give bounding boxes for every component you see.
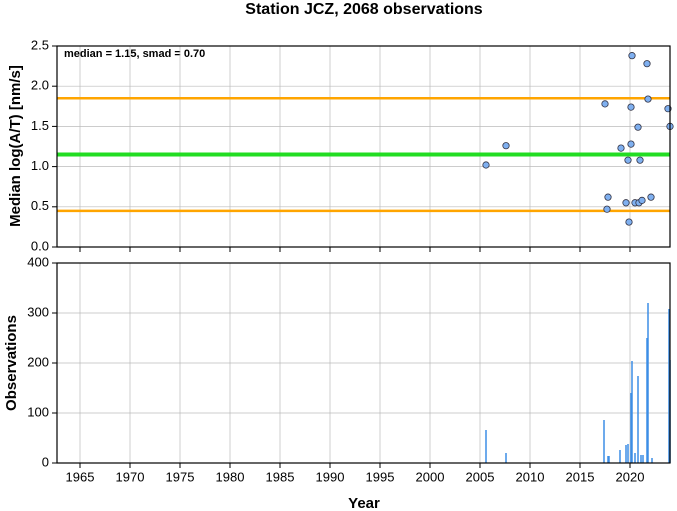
data-point — [627, 103, 635, 111]
x-tick-label: 1980 — [216, 469, 245, 484]
y-tick-label: 2.5 — [31, 37, 49, 52]
plot-frame — [56, 45, 671, 248]
data-point — [627, 140, 635, 148]
plot-frame — [56, 262, 671, 464]
x-tick-label: 2000 — [416, 469, 445, 484]
x-tick-label: 2015 — [566, 469, 595, 484]
bar — [608, 456, 610, 463]
data-point — [644, 95, 652, 103]
x-tick-label: 1985 — [266, 469, 295, 484]
bar — [646, 338, 648, 463]
data-point — [625, 218, 633, 226]
bar — [607, 456, 609, 463]
x-tick-label: 1995 — [366, 469, 395, 484]
bar — [642, 455, 644, 463]
y-tick-label: 2.0 — [31, 78, 49, 93]
x-tick-label: 2020 — [616, 469, 645, 484]
bar — [637, 376, 639, 463]
bar — [640, 455, 642, 463]
y-tick-label: 1.0 — [31, 158, 49, 173]
annotation: median = 1.15, smad = 0.70 — [64, 48, 205, 60]
data-point — [601, 100, 609, 108]
y-tick-label: 300 — [27, 304, 49, 319]
y-tick-label: 0.0 — [31, 238, 49, 253]
data-point — [628, 52, 636, 60]
data-point — [634, 123, 642, 131]
bar — [603, 420, 605, 463]
x-tick-label: 1990 — [316, 469, 345, 484]
data-point — [482, 161, 490, 169]
y-tick-label: 1.5 — [31, 118, 49, 133]
y-axis-label: Median log(A/T) [nm/s] — [7, 65, 24, 227]
data-point — [638, 196, 646, 204]
y-tick-label: 400 — [27, 254, 49, 269]
data-point — [647, 193, 655, 201]
bar — [627, 444, 629, 463]
data-point — [617, 144, 625, 152]
x-tick-label: 2010 — [516, 469, 545, 484]
bar — [631, 361, 633, 463]
bar — [485, 430, 487, 463]
x-tick-label: 1970 — [116, 469, 145, 484]
y-tick-label: 100 — [27, 404, 49, 419]
data-point — [622, 199, 630, 207]
x-tick-label: 1975 — [166, 469, 195, 484]
y-tick-label: 0 — [42, 454, 49, 469]
data-point — [624, 156, 632, 164]
x-axis-label: Year — [348, 495, 380, 511]
bar — [668, 309, 670, 463]
x-tick-label: 2005 — [466, 469, 495, 484]
data-point — [604, 193, 612, 201]
y-tick-label: 0.5 — [31, 198, 49, 213]
data-point — [502, 142, 510, 150]
x-tick-label: 1965 — [66, 469, 95, 484]
bar — [505, 453, 507, 463]
bar — [651, 458, 653, 463]
bar — [625, 445, 627, 463]
data-point — [636, 156, 644, 164]
y-tick-label: 200 — [27, 354, 49, 369]
bar — [647, 303, 649, 463]
bar — [619, 450, 621, 463]
bar — [634, 453, 636, 463]
data-point — [603, 205, 611, 213]
data-point — [643, 60, 651, 68]
bar — [630, 393, 632, 463]
chart-title: Station JCZ, 2068 observations — [245, 1, 483, 18]
y-axis-label: Observations — [3, 315, 20, 411]
